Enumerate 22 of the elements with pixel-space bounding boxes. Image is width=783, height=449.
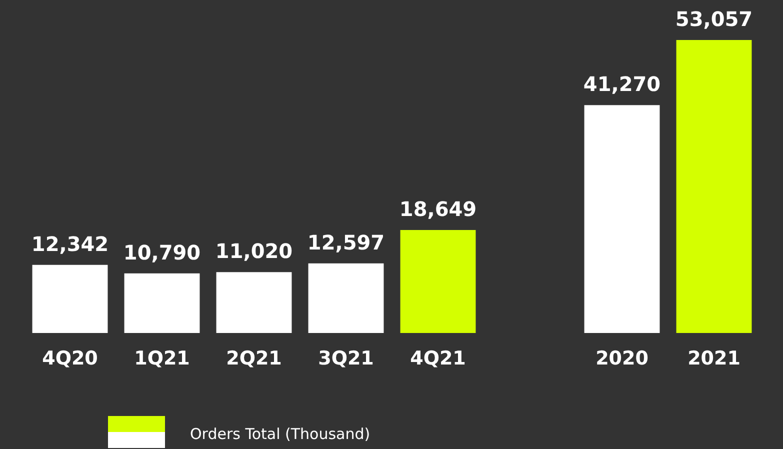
bar	[584, 105, 660, 333]
x-tick-label: 2020	[596, 348, 648, 370]
x-tick-label: 2021	[688, 348, 740, 370]
x-tick-label: 3Q21	[318, 348, 374, 370]
data-label: 18,649	[399, 197, 477, 222]
x-tick-label: 4Q21	[410, 348, 466, 370]
bar	[308, 263, 384, 333]
data-label: 12,342	[31, 232, 109, 256]
bar	[400, 230, 476, 333]
x-tick-label: 4Q20	[42, 348, 98, 370]
data-label: 10,790	[123, 240, 201, 264]
bar	[216, 272, 292, 333]
bar	[32, 264, 108, 333]
legend-label: Orders Total (Thousand)	[190, 425, 370, 443]
bar	[124, 273, 200, 333]
data-label: 11,020	[215, 239, 293, 264]
x-tick-label: 1Q21	[134, 348, 190, 370]
x-tick-label: 2Q21	[226, 348, 282, 370]
data-label: 53,057	[675, 7, 753, 31]
data-label: 12,597	[307, 230, 385, 254]
bar	[676, 40, 752, 333]
data-label: 41,270	[583, 72, 661, 96]
